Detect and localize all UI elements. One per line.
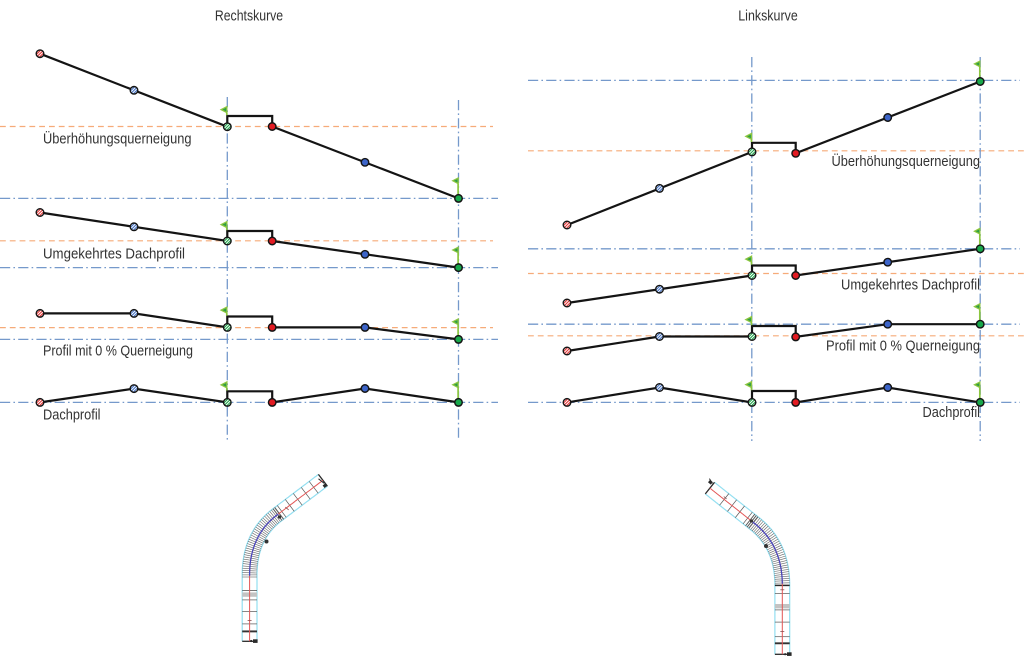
svg-text:Überhöhungsquerneigung: Überhöhungsquerneigung: [43, 130, 192, 148]
svg-text:Umgekehrtes Dachprofil: Umgekehrtes Dachprofil: [841, 277, 980, 294]
svg-text:Profil mit 0 % Querneigung: Profil mit 0 % Querneigung: [43, 343, 193, 360]
svg-text:Dachprofil: Dachprofil: [43, 407, 101, 424]
svg-text:Überhöhungsquerneigung: Überhöhungsquerneigung: [832, 152, 981, 170]
svg-text:Linkskurve: Linkskurve: [738, 8, 798, 25]
svg-text:Profil mit 0 % Querneigung: Profil mit 0 % Querneigung: [826, 338, 980, 355]
svg-text:Dachprofil: Dachprofil: [923, 404, 981, 421]
svg-text:Rechtskurve: Rechtskurve: [215, 8, 283, 25]
svg-text:Umgekehrtes Dachprofil: Umgekehrtes Dachprofil: [43, 246, 185, 263]
